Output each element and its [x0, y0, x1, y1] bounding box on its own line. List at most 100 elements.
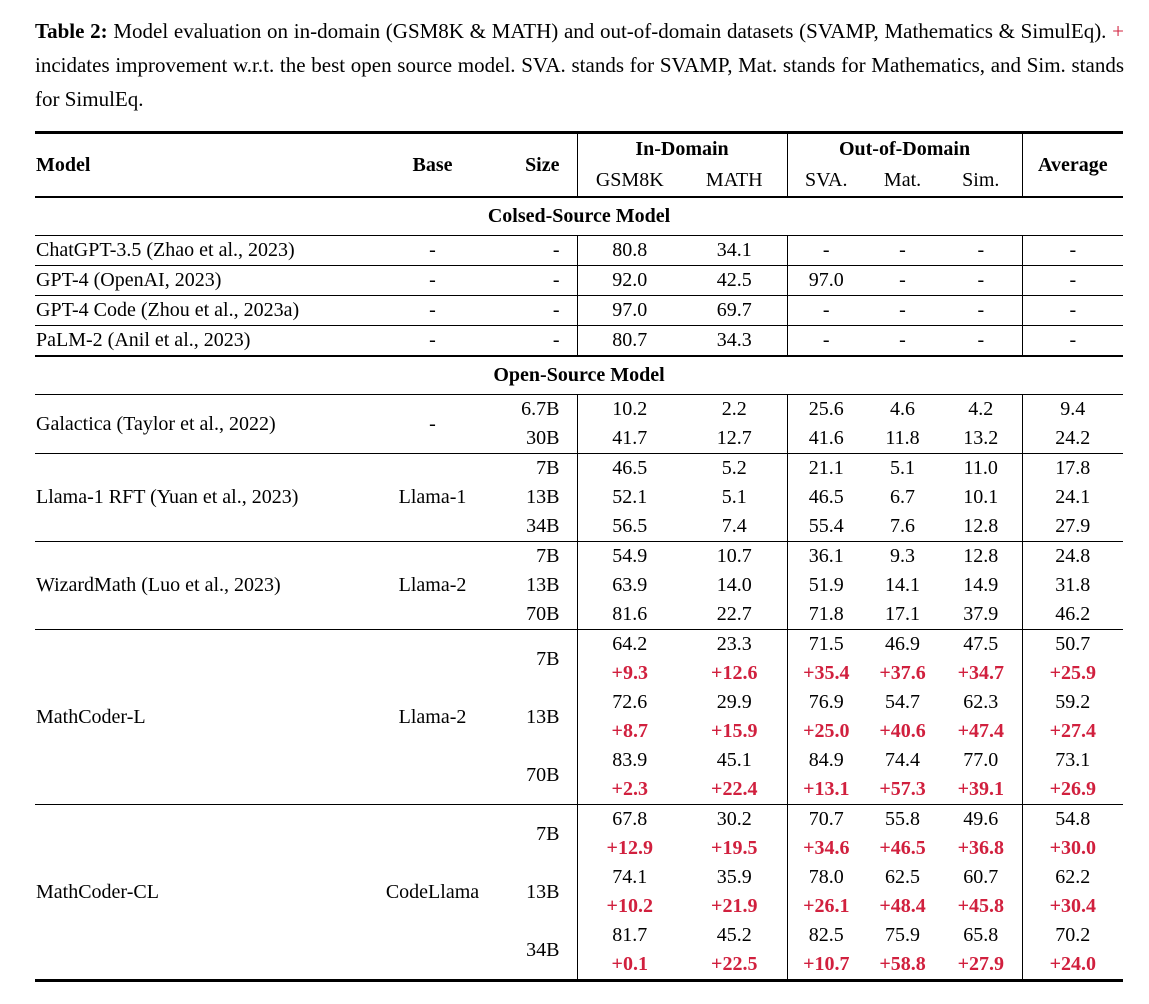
size-cell: 34B — [485, 512, 578, 542]
metric-cell: 59.2 — [1055, 691, 1091, 713]
results-table: Model Base Size In-Domain Out-of-Domain … — [35, 131, 1124, 982]
table-row: GPT-4 Code (Zhou et al., 2023a) - -97.0 69.… — [35, 295, 1124, 326]
metric-cell: 81.6 — [612, 603, 648, 625]
base-cell: - — [429, 412, 436, 435]
metric-cell: 14.0 — [682, 571, 788, 600]
size-cell: 34B — [485, 921, 578, 981]
header-in-domain: In-Domain — [577, 132, 788, 165]
table-row: MathCoder-L Llama-2 7B 64.2 23.3 71.5 46.9 47.5… — [35, 629, 1124, 805]
size-cell: 13B — [485, 571, 578, 600]
metric-cell: - — [865, 325, 941, 356]
metric-cell: - — [1022, 295, 1124, 326]
delta-cell: +37.6 — [879, 662, 926, 684]
metric-cell: 77.0 — [940, 746, 1023, 775]
metric-cell: - — [940, 325, 1023, 356]
metric-cell: 21.1 — [787, 453, 866, 483]
size-cell: 30B — [485, 424, 578, 454]
size-cell: - — [485, 325, 578, 356]
header-mat: Mat. — [883, 169, 922, 191]
delta-row: +8.7 +15.9 +25.0 +40.6 +47.4 +27.4 — [35, 717, 1123, 746]
metric-cell: 17.8 — [1022, 453, 1124, 483]
base-cell: - — [380, 265, 485, 296]
model-name-cell: Llama-1 RFT (Yuan et al., 2023) — [35, 453, 380, 542]
size-cell: - — [485, 265, 578, 296]
metric-cell: 74.1 — [612, 866, 648, 888]
metric-cell: 70.2 — [1055, 924, 1091, 946]
metric-cell: 23.3 — [682, 629, 788, 659]
metric-cell: 24.8 — [1022, 541, 1124, 571]
table-row: 70B 81.6 22.7 71.8 17.1 37.9 46.2 — [35, 600, 1123, 630]
metric-cell: - — [899, 239, 906, 261]
delta-cell: +9.3 — [611, 662, 648, 684]
header-base: Base — [412, 153, 453, 176]
size-cell: 7B — [485, 629, 578, 688]
delta-cell: +40.6 — [879, 720, 926, 742]
metric-cell: 64.2 — [577, 629, 682, 659]
header-math: MATH — [682, 165, 788, 197]
metric-cell: - — [1022, 265, 1124, 296]
metric-cell: 49.6 — [940, 804, 1023, 834]
delta-row: +12.9 +19.5 +34.6 +46.5 +36.8 +30.0 — [35, 834, 1123, 863]
metric-cell: 55.8 — [865, 804, 941, 834]
model-name-cell: Galactica (Taylor et al., 2022) — [36, 412, 276, 435]
metric-cell: 7.4 — [682, 512, 788, 542]
section-row: Colsed-Source Model — [35, 196, 1124, 236]
section-title: Open-Source Model — [35, 355, 1124, 395]
table-row: PaLM-2 (Anil et al., 2023) - -80.7 34.3- - - - — [35, 325, 1124, 356]
metric-cell: 17.1 — [885, 603, 921, 625]
metric-cell: 10.7 — [682, 541, 788, 571]
delta-cell: +45.8 — [940, 892, 1023, 921]
delta-row: +0.1 +22.5 +10.7 +58.8 +27.9 +24.0 — [35, 950, 1123, 981]
size-cell: 7B — [485, 804, 578, 863]
metric-cell: 84.9 — [808, 749, 844, 771]
model-name-cell: GPT-4 (OpenAI, 2023) — [35, 265, 380, 296]
table-header: Model Base Size In-Domain Out-of-Domain … — [35, 132, 1123, 197]
metric-cell: 74.4 — [885, 749, 921, 771]
table-row: 70B 83.9 45.1 84.9 74.4 77.0 73.1 — [35, 746, 1123, 805]
delta-cell: +26.9 — [1049, 778, 1096, 800]
metric-cell: 82.5 — [808, 924, 844, 946]
section-title: Colsed-Source Model — [35, 196, 1124, 236]
delta-cell: +58.8 — [879, 953, 926, 975]
table-row: 30B 41.7 12.7 41.6 11.8 13.2 24.2 — [35, 424, 1123, 454]
metric-cell: 34.1 — [682, 235, 788, 266]
header-size: Size — [485, 132, 578, 197]
metric-cell: 46.5 — [808, 486, 844, 508]
metric-cell: 70.7 — [787, 804, 866, 834]
metric-cell: 11.8 — [885, 427, 920, 449]
delta-cell: +15.9 — [682, 717, 788, 746]
metric-cell: 65.8 — [940, 921, 1023, 950]
header-sim: Sim. — [940, 165, 1023, 197]
delta-cell: +21.9 — [682, 892, 788, 921]
metric-cell: 42.5 — [682, 265, 788, 296]
metric-cell: 81.7 — [612, 924, 648, 946]
base-cell: Llama-1 — [380, 453, 485, 542]
metric-cell: 22.7 — [682, 600, 788, 630]
metric-cell: - — [940, 235, 1023, 266]
delta-cell: +34.6 — [803, 837, 850, 859]
metric-cell: 9.4 — [1060, 398, 1086, 420]
header-average: Average — [1037, 153, 1108, 176]
header-out-of-domain: Out-of-Domain — [787, 132, 1023, 165]
metric-cell: 55.4 — [808, 515, 844, 537]
delta-cell: +13.1 — [803, 778, 850, 800]
metric-cell: 67.8 — [577, 804, 682, 834]
size-cell: 70B — [485, 746, 578, 805]
delta-cell: +10.2 — [606, 895, 653, 917]
delta-cell: +0.1 — [611, 953, 648, 975]
model-name-cell: WizardMath (Luo et al., 2023) — [35, 541, 380, 630]
table-row: 13B 52.1 5.1 46.5 6.7 10.1 24.1 — [35, 483, 1123, 512]
delta-cell: +48.4 — [879, 895, 926, 917]
metric-cell: 71.8 — [808, 603, 844, 625]
metric-cell: 56.5 — [612, 515, 648, 537]
metric-cell: 25.6 — [808, 398, 844, 420]
delta-cell: +22.4 — [682, 775, 788, 805]
metric-cell: 6.7 — [890, 486, 916, 508]
header-gsm8k: GSM8K — [595, 169, 664, 191]
delta-cell: +19.5 — [682, 834, 788, 863]
delta-cell: +47.4 — [940, 717, 1023, 746]
metric-cell: 27.9 — [1055, 515, 1091, 537]
plus-sign: + — [1112, 19, 1124, 43]
metric-cell: 13.2 — [940, 424, 1023, 454]
metric-cell: 54.9 — [577, 541, 682, 571]
